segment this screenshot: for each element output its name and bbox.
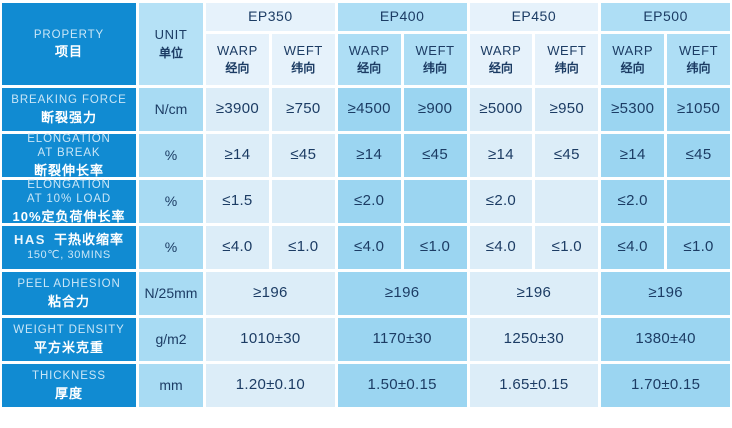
value-ep500: 1.70±0.15 (601, 364, 730, 407)
value-ep500-weft: ≤1.0 (667, 226, 730, 269)
subheader-ep350-weft: WEFT 纬向 (271, 34, 335, 85)
value-ep500-weft (667, 180, 730, 223)
value-ep450-warp: ≥5000 (469, 88, 533, 131)
value-ep350-warp: ≥3900 (206, 88, 269, 131)
value-ep350-weft (271, 180, 335, 223)
subheader-ep400-weft: WEFT 纬向 (403, 34, 467, 85)
row-label-weight-density: WEIGHT DENSITY 平方米克重 (2, 318, 136, 361)
value-ep450-weft (535, 180, 599, 223)
group-header-ep350: EP350 (206, 3, 335, 31)
value-ep400: ≥196 (337, 272, 467, 315)
row-label-peel-adhesion: PEEL ADHESION 粘合力 (2, 272, 136, 315)
unit-has: % (139, 226, 203, 269)
value-ep500: ≥196 (601, 272, 730, 315)
group-header-ep450: EP450 (469, 3, 599, 31)
value-ep400-weft: ≥900 (403, 88, 467, 131)
value-ep350: 1.20±0.10 (206, 364, 335, 407)
subheader-ep500-weft: WEFT 纬向 (667, 34, 730, 85)
unit-header-en: UNIT (154, 27, 188, 43)
row-label-thickness: THICKNESS 厚度 (2, 364, 136, 407)
unit-elongation-at-break: % (139, 134, 203, 177)
value-ep450-weft: ≥950 (535, 88, 599, 131)
value-ep450: 1.65±0.15 (469, 364, 599, 407)
subheader-ep400-warp: WARP 经向 (337, 34, 401, 85)
value-ep450: ≥196 (469, 272, 599, 315)
value-ep400-warp: ≤4.0 (337, 226, 401, 269)
value-ep500-weft: ≤45 (667, 134, 730, 177)
value-ep350: ≥196 (206, 272, 335, 315)
value-ep450-warp: ≥14 (469, 134, 533, 177)
value-ep350-warp: ≤1.5 (206, 180, 269, 223)
subheader-ep500-warp: WARP 经向 (601, 34, 665, 85)
value-ep350-weft: ≤45 (271, 134, 335, 177)
unit-column-header: UNIT 单位 (139, 3, 203, 85)
unit-peel-adhesion: N/25mm (139, 272, 203, 315)
value-ep500-warp: ≥14 (601, 134, 665, 177)
row-label-breaking-force: BREAKING FORCE 断裂强力 (2, 88, 136, 131)
unit-header-zh: 单位 (158, 45, 183, 60)
unit-breaking-force: N/cm (139, 88, 203, 131)
subheader-ep450-weft: WEFT 纬向 (535, 34, 599, 85)
value-ep400-weft: ≤45 (403, 134, 467, 177)
row-label-elongation-at-break: ELONGATION AT BREAK 断裂伸长率 (2, 133, 136, 178)
value-ep400: 1.50±0.15 (337, 364, 467, 407)
value-ep350-weft: ≥750 (271, 88, 335, 131)
value-ep500: 1380±40 (601, 318, 730, 361)
value-ep400-warp: ≤2.0 (337, 180, 401, 223)
unit-elongation-at-10-load: % (139, 180, 203, 223)
value-ep400-warp: ≥14 (337, 134, 401, 177)
spec-table: PROPERTY 项目 UNIT 单位 EP350 EP400 EP450 EP… (2, 3, 730, 407)
row-label-has: HAS 干热收缩率 150℃, 30MINS (2, 226, 136, 269)
property-header-en: PROPERTY (33, 28, 105, 41)
value-ep350-warp: ≥14 (206, 134, 269, 177)
value-ep350: 1010±30 (206, 318, 335, 361)
value-ep350-weft: ≤1.0 (271, 226, 335, 269)
group-header-ep400: EP400 (337, 3, 467, 31)
value-ep400-weft: ≤1.0 (403, 226, 467, 269)
property-header-zh: 项目 (54, 44, 83, 60)
value-ep400: 1170±30 (337, 318, 467, 361)
value-ep500-warp: ≤2.0 (601, 180, 665, 223)
value-ep450-warp: ≤4.0 (469, 226, 533, 269)
subheader-ep450-warp: WARP 经向 (469, 34, 533, 85)
value-ep450-weft: ≤45 (535, 134, 599, 177)
value-ep450: 1250±30 (469, 318, 599, 361)
subheader-ep350-warp: WARP 经向 (206, 34, 269, 85)
value-ep500-weft: ≥1050 (667, 88, 730, 131)
unit-weight-density: g/m2 (139, 318, 203, 361)
unit-thickness: mm (139, 364, 203, 407)
row-label-elongation-at-10-load: ELONGATION AT 10% LOAD 10%定负荷伸长率 (2, 179, 136, 224)
property-column-header: PROPERTY 项目 (2, 3, 136, 85)
has-conditions: 150℃, 30MINS (27, 249, 111, 262)
value-ep500-warp: ≥5300 (601, 88, 665, 131)
value-ep350-warp: ≤4.0 (206, 226, 269, 269)
group-header-ep500: EP500 (601, 3, 730, 31)
value-ep400-weft (403, 180, 467, 223)
value-ep500-warp: ≤4.0 (601, 226, 665, 269)
value-ep450-weft: ≤1.0 (535, 226, 599, 269)
value-ep450-warp: ≤2.0 (469, 180, 533, 223)
value-ep400-warp: ≥4500 (337, 88, 401, 131)
